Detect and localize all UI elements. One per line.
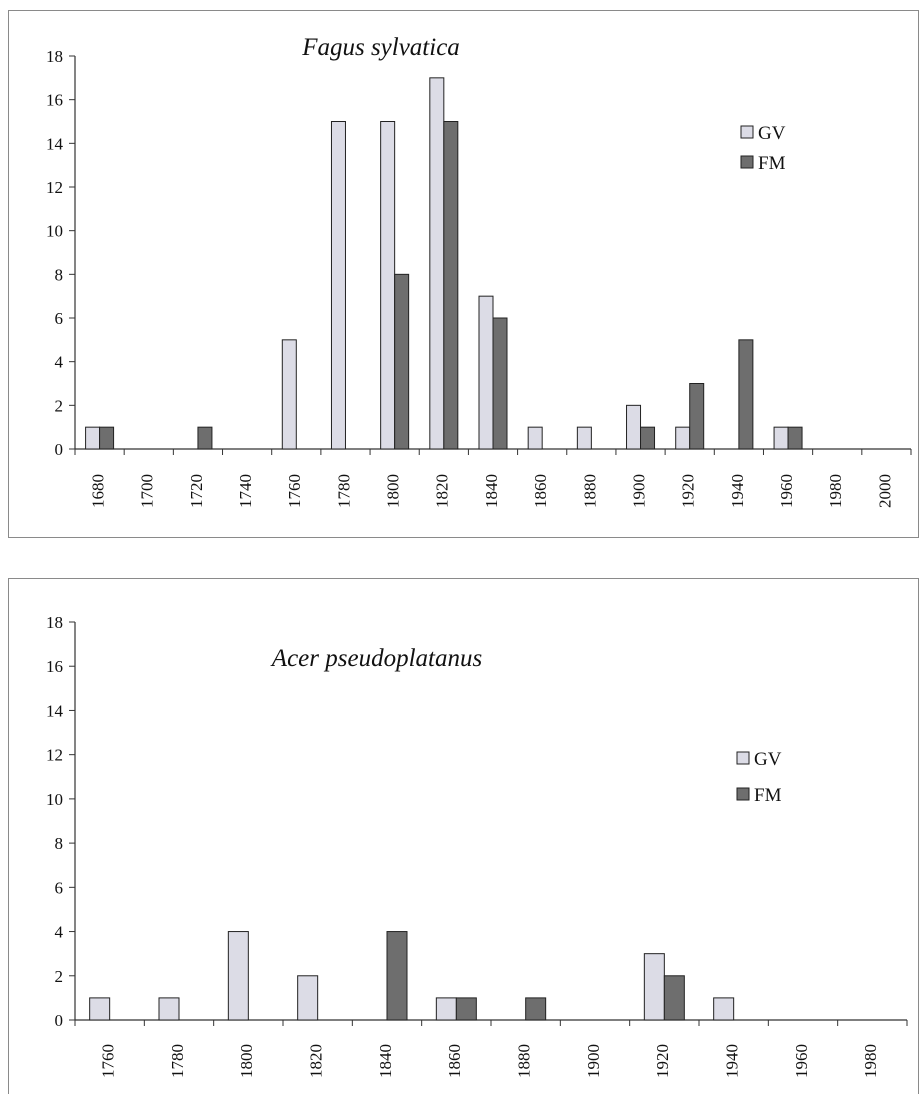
chart-panel-fagus: Fagus sylvatica 0 2 4 6 8 10 12 14 16 18 1680 1700 17… (8, 10, 919, 538)
y-tick-label: 0 (55, 1011, 64, 1030)
bar-gv-1940 (713, 997, 735, 1021)
x-tick-label: 1940 (723, 1044, 742, 1078)
legend-swatch-fm (740, 155, 754, 169)
y-tick-label: 4 (55, 353, 64, 372)
y-tick-label: 16 (46, 91, 63, 110)
x-tick-label: 1760 (99, 1044, 118, 1078)
x-tick-label: 1760 (285, 474, 304, 508)
bar-fm-1900 (640, 426, 656, 450)
y-tick-label: 18 (46, 613, 63, 632)
bar-gv-1800 (380, 121, 396, 450)
bar-gv-1780 (330, 121, 346, 450)
bar-fm-1800 (394, 273, 410, 450)
bar-gv-1900 (626, 404, 642, 450)
bar-fm-1940 (738, 339, 754, 450)
x-tick-label: 1820 (433, 474, 452, 508)
legend-label-fm: FM (758, 153, 786, 174)
bar-fm-1920 (663, 975, 685, 1021)
bar-gv-1760 (281, 339, 297, 450)
x-tick-label: 1840 (482, 474, 501, 508)
bar-gv-1840 (478, 295, 494, 450)
x-tick-label: 2000 (875, 474, 894, 508)
bar-gv-1820 (297, 975, 319, 1021)
bar-gv-1760 (89, 997, 111, 1021)
y-tick-label: 16 (46, 657, 63, 676)
y-tick-label: 18 (46, 47, 63, 66)
chart-fagus-sylvatica: Fagus sylvatica 0 2 4 6 8 10 12 14 16 18 1680 1700 17… (46, 34, 912, 508)
bar-gv-1860 (435, 997, 457, 1021)
bar-gv-1920 (675, 426, 691, 450)
x-tick-label: 1920 (679, 474, 698, 508)
x-tick-label: 1720 (187, 474, 206, 508)
x-tick-label: 1820 (307, 1044, 326, 1078)
y-tick-label: 10 (46, 790, 63, 809)
y-tick-label: 6 (55, 878, 64, 897)
x-tick-label: 1780 (334, 474, 353, 508)
y-tick-label: 4 (55, 923, 64, 942)
chart-panel-acer: Acer pseudoplatanus 0 2 4 6 8 10 12 14 16 18 1760 17… (8, 578, 919, 1094)
bar-gv-1800 (227, 931, 249, 1021)
bar-fm-1680 (99, 426, 115, 450)
x-tick-label: 1740 (236, 474, 255, 508)
chart-acer-pseudoplatanus: Acer pseudoplatanus 0 2 4 6 8 10 12 14 16 18 1760 17… (46, 613, 908, 1078)
y-tick-label: 6 (55, 309, 64, 328)
y-tick-label: 12 (46, 746, 63, 765)
x-tick-label: 1840 (376, 1044, 395, 1078)
y-tick-label: 10 (46, 222, 63, 241)
y-tick-label: 12 (46, 178, 63, 197)
bar-fm-1720 (197, 426, 213, 450)
x-tick-label: 1940 (728, 474, 747, 508)
x-tick-label: 1960 (792, 1044, 811, 1078)
x-tick-label: 1800 (237, 1044, 256, 1078)
x-tick-label: 1880 (580, 474, 599, 508)
y-tick-label: 8 (55, 834, 64, 853)
bar-gv-1780 (158, 997, 180, 1021)
x-tick-label: 1900 (629, 474, 648, 508)
x-tick-label: 1900 (584, 1044, 603, 1078)
x-tick-label: 1920 (653, 1044, 672, 1078)
bar-fm-1840 (492, 317, 508, 450)
bar-gv-1880 (576, 426, 592, 450)
x-tick-label: 1800 (384, 474, 403, 508)
legend-label-fm: FM (754, 785, 782, 806)
legend-swatch-gv (740, 125, 754, 139)
x-tick-label: 1960 (777, 474, 796, 508)
y-tick-label: 2 (55, 967, 64, 986)
x-tick-label: 1980 (861, 1044, 880, 1078)
bar-gv-1960 (773, 426, 789, 450)
legend-label-gv: GV (758, 123, 786, 144)
bar-gv-1860 (527, 426, 543, 450)
bar-fm-1820 (443, 121, 459, 450)
bar-fm-1840 (386, 931, 408, 1021)
x-tick-label: 1700 (138, 474, 157, 508)
x-tick-label: 1860 (531, 474, 550, 508)
x-tick-label: 1680 (88, 474, 107, 508)
y-tick-label: 14 (46, 701, 64, 720)
bar-fm-1960 (787, 426, 803, 450)
x-tick-label: 1780 (168, 1044, 187, 1078)
y-tick-label: 0 (55, 440, 64, 459)
bar-fm-1920 (689, 383, 705, 450)
bar-fm-1880 (525, 997, 547, 1021)
bar-gv-1920 (643, 953, 665, 1021)
bar-gv-1820 (429, 77, 445, 450)
x-tick-label: 1980 (826, 474, 845, 508)
y-tick-label: 8 (55, 265, 64, 284)
chart-title: Acer pseudoplatanus (270, 645, 482, 672)
legend-swatch-fm (736, 787, 750, 801)
y-tick-label: 2 (55, 396, 64, 415)
chart-title: Fagus sylvatica (301, 34, 460, 61)
bar-gv-1680 (85, 426, 101, 450)
bar-fm-1860 (455, 997, 477, 1021)
legend-label-gv: GV (754, 749, 782, 770)
x-tick-label: 1880 (515, 1044, 534, 1078)
x-tick-label: 1860 (445, 1044, 464, 1078)
legend-swatch-gv (736, 751, 750, 765)
y-tick-label: 14 (46, 134, 64, 153)
